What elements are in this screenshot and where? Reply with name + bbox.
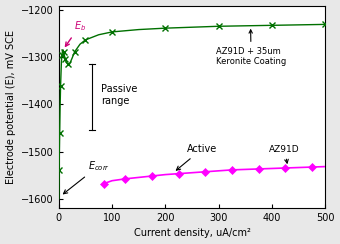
- Text: AZ91D: AZ91D: [269, 145, 300, 163]
- Text: AZ91D + 35um
Keronite Coating: AZ91D + 35um Keronite Coating: [216, 30, 286, 66]
- Text: $E_b$: $E_b$: [66, 19, 86, 46]
- Y-axis label: Electrode potential (E), mV SCE: Electrode potential (E), mV SCE: [5, 30, 16, 184]
- Text: Active: Active: [176, 144, 217, 170]
- Text: $E_{corr}$: $E_{corr}$: [64, 159, 110, 194]
- X-axis label: Current density, uA/cm²: Current density, uA/cm²: [134, 228, 250, 238]
- Text: Passive
range: Passive range: [101, 84, 138, 106]
